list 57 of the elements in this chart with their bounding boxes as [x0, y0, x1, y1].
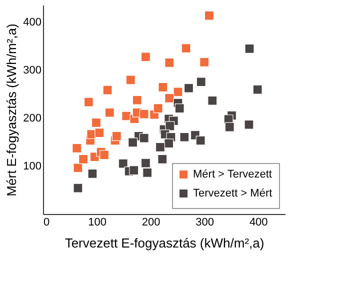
point: [165, 121, 175, 131]
point: [208, 96, 218, 106]
y-axis-title: Mért E-fogyasztás (kWh/m²,a): [4, 24, 20, 196]
x-tick-label: 200: [142, 216, 160, 228]
point: [73, 183, 83, 193]
point: [140, 52, 150, 62]
point: [174, 104, 184, 114]
x-tick-label: 400: [249, 216, 268, 228]
point: [112, 131, 122, 141]
point: [184, 83, 194, 93]
point: [88, 168, 98, 178]
point: [102, 85, 112, 95]
point: [173, 87, 183, 97]
y-tick-label: 200: [23, 112, 42, 124]
point: [129, 166, 139, 176]
point: [180, 132, 190, 142]
point: [72, 143, 82, 153]
y-tick-label: 400: [23, 16, 42, 28]
point: [200, 57, 210, 67]
point: [155, 142, 166, 152]
point: [224, 122, 234, 132]
point: [73, 163, 83, 173]
legend-label: Mért > Tervezett: [193, 168, 272, 180]
point: [196, 77, 206, 87]
point: [139, 109, 149, 119]
point: [164, 138, 174, 148]
point: [118, 158, 128, 168]
point: [196, 136, 206, 146]
point: [181, 43, 191, 54]
point: [153, 104, 163, 114]
point: [140, 158, 150, 168]
point: [84, 97, 94, 107]
point: [252, 84, 262, 94]
point: [158, 154, 168, 164]
point: [126, 75, 136, 85]
y-tick-label: 300: [23, 64, 42, 76]
y-tick-label: 100: [23, 160, 42, 172]
point: [128, 138, 138, 148]
point: [132, 95, 142, 105]
x-tick-label: 300: [196, 216, 214, 228]
point: [164, 58, 174, 68]
point: [78, 154, 88, 164]
point: [164, 93, 174, 103]
point: [104, 108, 114, 118]
x-tick-label: 0: [44, 216, 50, 228]
point: [244, 44, 254, 54]
point: [142, 168, 152, 178]
point: [158, 82, 168, 92]
point: [100, 150, 110, 160]
x-tick-label: 100: [88, 216, 106, 228]
point: [244, 120, 254, 130]
x-axis-title: Tervezett E-fogyasztás (kWh/m²,a): [64, 236, 264, 250]
point: [204, 10, 214, 20]
point: [94, 128, 104, 138]
point: [139, 133, 149, 143]
point: [91, 118, 102, 128]
legend-label: Tervezett > Mért: [193, 188, 272, 200]
